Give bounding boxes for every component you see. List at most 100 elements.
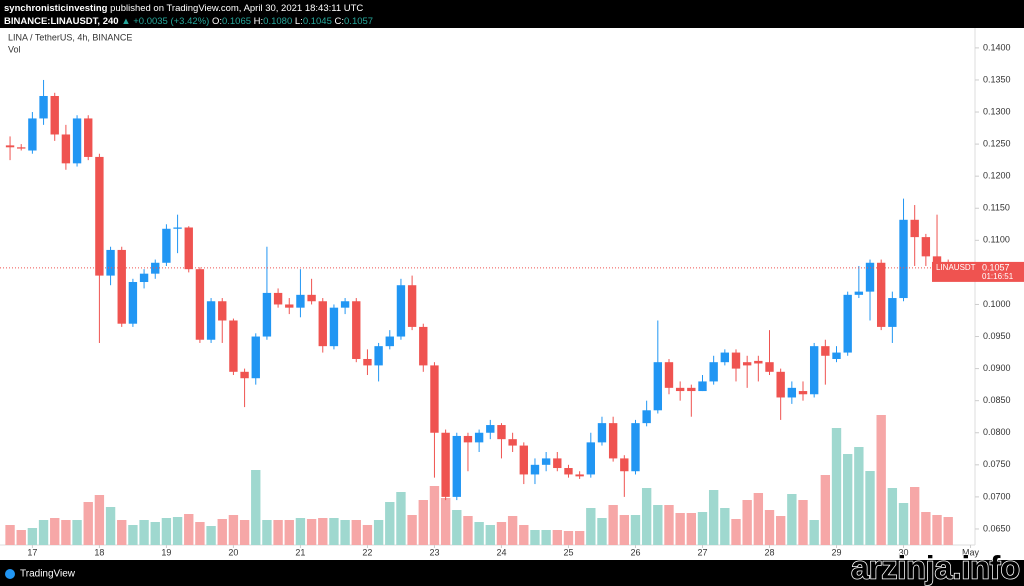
y-tick-label: 0.1150 <box>983 203 1010 213</box>
candle-body <box>519 445 528 475</box>
volume-bar <box>519 525 529 545</box>
volume-bar <box>731 519 741 545</box>
volume-bar <box>764 510 775 545</box>
volume-bar <box>284 520 294 545</box>
candle-body <box>419 326 428 366</box>
candle-body <box>899 219 908 299</box>
candle-body <box>363 358 372 366</box>
volume-bar <box>485 525 495 545</box>
ohlc-key: C: <box>334 16 345 27</box>
volume-bar <box>921 512 931 545</box>
volume-bar <box>206 526 216 545</box>
candle-body <box>709 362 718 382</box>
volume-bar <box>496 522 507 545</box>
volume-bar <box>217 519 227 545</box>
candle-body <box>352 301 361 359</box>
x-tick-label: 26 <box>630 547 640 557</box>
y-tick-label: 0.0900 <box>983 363 1011 373</box>
volume-bar <box>340 520 350 545</box>
candle-body <box>597 423 607 443</box>
candle-body <box>742 362 752 366</box>
candle-body <box>754 360 763 364</box>
candle-body <box>128 282 138 324</box>
candle-body <box>675 387 685 392</box>
volume-bar <box>574 531 585 545</box>
volume-bar <box>865 471 875 545</box>
candle-body <box>541 458 551 465</box>
volume-bar <box>5 525 15 545</box>
volume-bar <box>619 515 630 545</box>
volume-bar <box>932 515 942 545</box>
volume-bar <box>172 517 183 545</box>
candle-body <box>586 442 595 475</box>
ohlc-key: O: <box>211 16 222 27</box>
candle-body <box>5 145 15 148</box>
volume-bar <box>686 513 697 545</box>
volume-bar <box>318 518 328 545</box>
change: ▲ +0.0035 (+3.42%) <box>121 16 210 27</box>
x-tick-label: 23 <box>429 547 439 557</box>
candle-body <box>50 95 59 135</box>
logo <box>5 569 15 579</box>
volume-bar <box>251 470 261 545</box>
candle-body <box>854 291 864 295</box>
volume-bar <box>898 503 909 545</box>
volume-bar <box>798 500 808 545</box>
x-tick-label: 28 <box>764 547 774 557</box>
volume-bar <box>83 502 93 545</box>
candle-body <box>307 294 316 302</box>
candle-body <box>430 365 439 433</box>
x-tick-label: 22 <box>362 547 372 557</box>
candle-body <box>921 237 931 257</box>
x-tick-label: 27 <box>697 547 707 557</box>
volume-bar <box>94 495 105 545</box>
candle-body <box>553 458 562 469</box>
candle-body <box>95 156 104 276</box>
candle-body <box>117 249 126 324</box>
volume-bar <box>541 530 551 545</box>
ohlc-key: L: <box>294 16 303 27</box>
candle-body <box>184 227 193 270</box>
volume-bar <box>530 530 540 545</box>
candle-body <box>608 423 618 459</box>
candle-body <box>530 464 540 475</box>
volume-bar <box>720 508 730 545</box>
candle-body <box>642 410 651 424</box>
x-tick-label: 20 <box>228 547 238 557</box>
volume-bar <box>463 516 473 545</box>
volume-bar <box>117 520 127 545</box>
x-tick-label: 21 <box>295 547 305 557</box>
x-tick-label: 25 <box>563 547 573 557</box>
candle-body <box>932 256 942 263</box>
volume-bar <box>653 505 663 545</box>
candle-body <box>821 346 830 356</box>
volume-bar <box>61 520 71 545</box>
candle-body <box>251 336 260 379</box>
y-tick-label: 0.1350 <box>983 74 1011 84</box>
watermark: arzinja.info <box>851 549 1020 585</box>
volume-bar <box>407 515 417 545</box>
volume-bar <box>161 518 172 545</box>
volume-bar <box>552 530 562 545</box>
candle-body <box>218 301 227 321</box>
x-tick-label: 29 <box>832 547 842 557</box>
volume-bar <box>943 517 953 545</box>
x-tick-label: 30 <box>899 547 909 557</box>
volume-bar <box>50 518 60 545</box>
plot: 0.0650 0.0700 0.0750 0.0800 0.0850 0.0900 0.09… <box>0 42 1024 557</box>
volume-bar <box>273 520 283 545</box>
price-tag-name: LINAUSDT <box>936 263 976 272</box>
candle-body <box>273 292 283 305</box>
y-tick-label: 0.1400 <box>983 42 1011 52</box>
volume-bar <box>452 510 462 545</box>
candle-body <box>229 320 238 372</box>
y-tick-label: 0.0700 <box>983 491 1011 501</box>
volume-bar <box>418 500 428 545</box>
candle-body <box>910 219 919 238</box>
y-tick-label: 0.1100 <box>983 235 1010 245</box>
candle-body <box>173 227 182 229</box>
candle-body <box>832 352 841 359</box>
volume-bar <box>239 520 250 545</box>
volume-bar <box>38 520 49 545</box>
